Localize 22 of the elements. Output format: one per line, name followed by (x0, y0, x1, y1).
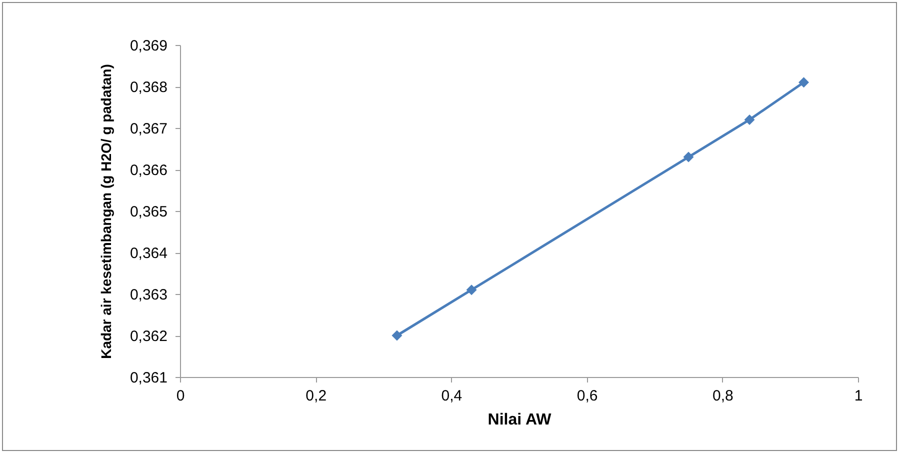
y-tick-label: 0,367 (130, 120, 168, 138)
point (798, 77, 810, 88)
y-tick-label: 0,361 (130, 370, 168, 386)
y-tick-label: 0,366 (130, 162, 168, 179)
y-tick-label: 0,363 (130, 286, 168, 304)
y-axis-title: Kadar air kesetimbangan (g H2O/ g padatan) (98, 64, 114, 359)
y-tick-label: 0,365 (130, 204, 168, 220)
x-tick-label: 0,8 (712, 388, 734, 404)
point (744, 114, 755, 125)
y-tick-label: 0,364 (130, 245, 168, 262)
x-tick-label: 0,4 (441, 388, 462, 404)
x-tick-label: 0 (176, 388, 185, 404)
x-tick-label: 1 (854, 388, 863, 404)
x-tick-label: 0,2 (306, 388, 327, 404)
y-tick-label: 0,369 (130, 38, 168, 54)
x-tick-label: 0,6 (576, 388, 598, 404)
point (392, 330, 402, 341)
point (466, 284, 477, 296)
y-tick-label: 0,368 (130, 79, 168, 96)
x-axis-title: Nilai AW (488, 412, 552, 428)
point (683, 152, 694, 162)
y-tick-label: 0,362 (130, 328, 168, 345)
